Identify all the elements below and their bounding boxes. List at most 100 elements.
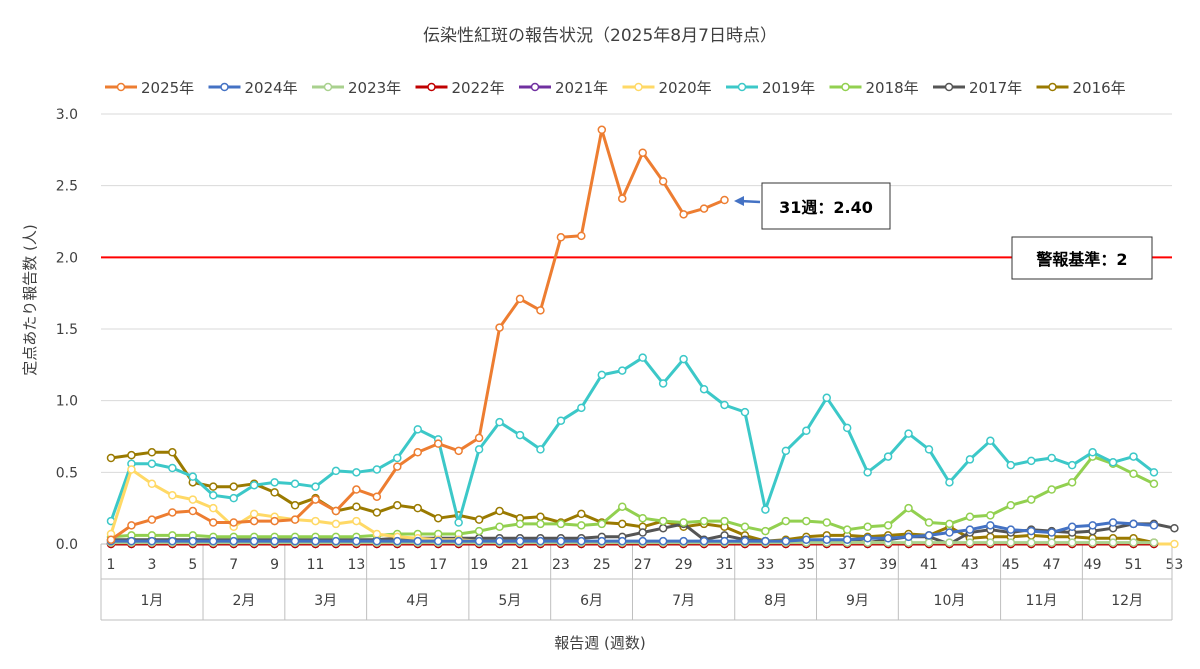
data-point xyxy=(965,455,975,464)
y-tick-label: 3.0 xyxy=(56,107,78,123)
legend-item: 2022年 xyxy=(415,79,505,97)
data-point xyxy=(515,294,525,304)
data-point xyxy=(536,512,545,522)
data-point xyxy=(577,231,586,241)
data-point xyxy=(1149,521,1159,530)
data-point xyxy=(904,503,913,513)
data-point xyxy=(1027,495,1036,504)
x-axis: 1 3 5 7 9 11 13 15 17 19 21 23 25 27 29 31 33 35 37 39 41 43 4… xyxy=(100,543,1183,621)
annotation-label: 31週：2.40 xyxy=(779,198,873,217)
data-point xyxy=(495,536,504,546)
data-point xyxy=(1027,538,1036,547)
data-point xyxy=(863,534,872,543)
data-point xyxy=(352,516,361,526)
data-point xyxy=(1088,448,1097,457)
data-point xyxy=(556,536,566,546)
data-point xyxy=(209,518,218,527)
y-tick-label: 2.5 xyxy=(56,179,78,195)
y-tick-label: 1.5 xyxy=(56,322,78,338)
data-point xyxy=(249,536,259,546)
legend-label: 2017年 xyxy=(969,79,1022,97)
data-point xyxy=(1088,521,1097,530)
data-point xyxy=(781,516,791,526)
x-tick-label: 51 xyxy=(1125,557,1143,573)
y-tick-label: 1.0 xyxy=(56,394,78,410)
data-point xyxy=(413,503,422,513)
data-point xyxy=(536,306,545,315)
legend-label: 2024年 xyxy=(245,79,298,97)
data-point xyxy=(556,233,566,242)
x-tick-label: 39 xyxy=(879,557,897,573)
data-point xyxy=(168,508,177,517)
data-point xyxy=(740,407,750,417)
legend-swatch-marker xyxy=(944,82,954,92)
data-point xyxy=(720,536,729,546)
month-label: 6月 xyxy=(580,593,603,609)
data-point xyxy=(1129,538,1138,547)
data-point xyxy=(945,528,954,537)
month-label: 1月 xyxy=(140,593,163,609)
data-point xyxy=(393,501,402,510)
x-tick-label: 5 xyxy=(188,557,197,573)
legend-item: 2023年 xyxy=(312,79,401,97)
x-tick-label: 47 xyxy=(1043,557,1061,573)
data-point xyxy=(986,538,995,547)
data-point xyxy=(842,525,852,534)
data-point xyxy=(1067,460,1077,470)
data-point xyxy=(188,472,198,481)
annotation-box xyxy=(761,182,891,230)
data-point xyxy=(699,384,709,394)
data-point xyxy=(1047,453,1056,463)
data-point xyxy=(270,488,279,497)
data-point xyxy=(372,529,382,539)
data-point xyxy=(393,462,402,471)
data-point xyxy=(658,523,668,533)
x-tick-label: 15 xyxy=(388,557,406,573)
legend-swatch-marker xyxy=(1048,82,1057,92)
data-point xyxy=(945,538,954,547)
data-point xyxy=(802,535,811,544)
data-point xyxy=(515,519,525,529)
x-tick-label: 19 xyxy=(470,557,488,573)
data-point xyxy=(147,536,157,546)
data-point xyxy=(290,515,300,524)
data-point xyxy=(658,177,668,186)
legend-swatch-marker xyxy=(323,82,333,92)
data-point xyxy=(577,403,586,413)
legend: 2025年 2024年 2023年 2022年 2021年 2020年 2019年 2018年… xyxy=(105,79,1126,97)
data-point xyxy=(618,536,627,546)
data-point xyxy=(924,538,934,547)
data-point xyxy=(209,491,218,500)
data-point xyxy=(638,536,647,546)
data-point xyxy=(454,536,463,546)
data-point xyxy=(924,531,934,540)
x-tick-label: 9 xyxy=(270,557,279,573)
legend-label: 2022年 xyxy=(452,79,505,97)
data-point xyxy=(781,446,791,456)
data-point xyxy=(761,505,770,514)
data-point xyxy=(679,536,688,546)
series-2025年 xyxy=(106,125,729,544)
data-point xyxy=(393,453,402,463)
data-point xyxy=(331,519,341,529)
data-point xyxy=(699,536,709,546)
data-point xyxy=(515,536,525,546)
legend-swatch-marker xyxy=(634,82,643,92)
data-point xyxy=(679,518,688,527)
data-point xyxy=(638,148,647,157)
x-tick-label: 13 xyxy=(347,557,365,573)
data-point xyxy=(904,532,913,542)
legend-item: 2019年 xyxy=(726,79,815,97)
data-point xyxy=(249,480,259,490)
data-point xyxy=(433,439,443,448)
data-point xyxy=(168,463,177,473)
data-point xyxy=(945,519,954,529)
data-point xyxy=(454,518,463,527)
gridlines xyxy=(101,113,1172,545)
x-tick-label: 41 xyxy=(920,557,938,573)
series-2019年 xyxy=(106,353,1159,527)
legend-item: 2025年 xyxy=(105,79,194,97)
data-point xyxy=(720,195,729,205)
data-point xyxy=(433,536,443,546)
